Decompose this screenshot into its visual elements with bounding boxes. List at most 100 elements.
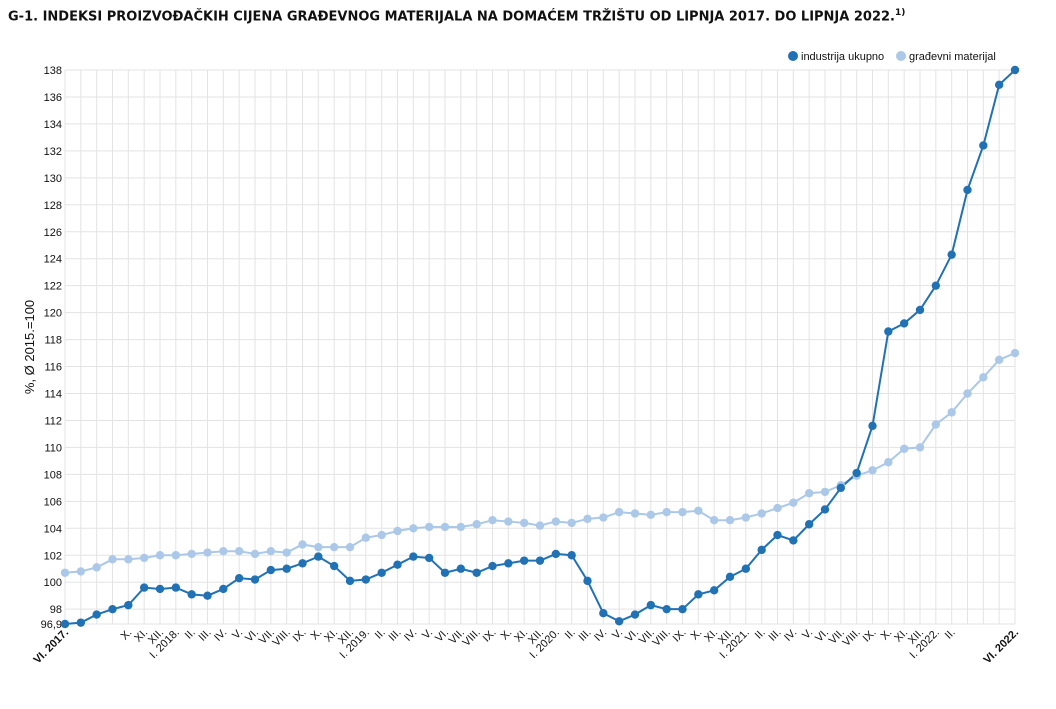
data-point: [314, 542, 323, 552]
data-point: [994, 355, 1004, 365]
data-point: [345, 576, 355, 586]
data-point: [868, 466, 877, 475]
data-point: [694, 506, 703, 515]
data-point: [678, 604, 687, 614]
data-point: [377, 530, 386, 540]
data-point: [361, 533, 371, 542]
y-tick-label: 98: [50, 604, 62, 616]
data-point: [250, 549, 260, 559]
data-point: [377, 568, 386, 577]
data-point: [709, 516, 719, 525]
data-point: [282, 564, 291, 573]
legend-label: građevni materijal: [909, 51, 996, 63]
y-tick-label: 96,9: [41, 619, 62, 631]
data-point: [329, 561, 339, 571]
y-tick-label: 124: [44, 254, 62, 266]
chart-title: G-1. INDEKSI PROIZVOĐAČKIH CIJENA GRAĐEV…: [8, 8, 906, 25]
data-point: [266, 547, 276, 556]
data-point: [662, 507, 671, 517]
data-point: [915, 443, 925, 452]
data-point: [203, 591, 212, 600]
series-points: [60, 65, 1020, 629]
x-tick-label: II.: [373, 627, 388, 642]
data-point: [599, 609, 608, 618]
data-point: [472, 568, 481, 577]
y-tick-label: 112: [44, 415, 62, 427]
data-point: [884, 327, 893, 336]
x-tick-label: V.: [610, 627, 625, 642]
data-point: [583, 514, 592, 524]
x-tick-label: IX.: [291, 627, 309, 645]
data-point: [994, 80, 1004, 90]
y-tick-label: 120: [44, 308, 62, 320]
y-tick-label: 118: [44, 335, 62, 347]
data-point: [60, 568, 70, 577]
y-tick-label: 110: [44, 442, 62, 454]
x-tick-label: IX.: [481, 627, 499, 645]
data-point: [915, 305, 925, 315]
data-point: [535, 521, 545, 530]
y-tick-label: 122: [44, 281, 62, 293]
data-point: [662, 604, 671, 614]
x-tick-label: V.: [230, 627, 245, 642]
x-tick-label: II.: [563, 627, 578, 642]
x-tick-label: IV.: [592, 627, 609, 644]
x-tick-label: X.: [499, 627, 515, 643]
y-tick-label: 138: [44, 65, 62, 77]
x-tick-label: VIII.: [840, 627, 862, 649]
data-point: [124, 555, 133, 564]
y-tick-label: 134: [44, 119, 62, 131]
x-tick-label: IV.: [782, 627, 799, 644]
data-point: [504, 559, 513, 568]
y-tick-label: 106: [44, 496, 62, 508]
data-point: [314, 552, 323, 561]
x-axis: VI. 2017. X.XI.XII.I. 2018. II.III.IV. V.VI…: [31, 627, 1021, 667]
data-point: [551, 549, 561, 559]
data-point: [551, 517, 561, 526]
data-point: [1010, 348, 1020, 358]
y-tick-label: 108: [44, 469, 62, 481]
y-tick-label: 114: [44, 389, 62, 401]
data-point: [820, 505, 830, 514]
data-point: [931, 420, 941, 429]
data-point: [124, 600, 133, 610]
data-point: [868, 421, 877, 431]
x-tick-label: VIII.: [270, 627, 292, 649]
data-point: [171, 551, 181, 560]
grid: [64, 69, 1016, 625]
data-point: [963, 389, 972, 398]
y-axis: 96,9 98 100 102 104 106 108 110 112 114 116 118 120 1…: [41, 65, 62, 631]
x-tick-label: II.: [943, 627, 958, 642]
data-point: [219, 584, 228, 594]
data-point: [345, 542, 355, 552]
y-tick-label: 116: [44, 362, 62, 374]
data-point: [440, 522, 450, 532]
y-tick-label: 102: [44, 550, 62, 562]
y-axis-label: %, Ø 2015.=100: [22, 300, 37, 394]
data-point: [76, 567, 86, 576]
data-point: [488, 561, 497, 571]
x-tick-label: X.: [879, 627, 895, 643]
legend-label: industrija ukupno: [801, 51, 884, 63]
legend[interactable]: industrija ukupno građevni materijal: [788, 51, 996, 63]
data-point: [1010, 65, 1020, 75]
data-point: [741, 564, 751, 573]
data-point: [979, 141, 988, 150]
x-tick-label: IX.: [861, 627, 879, 645]
data-point: [804, 489, 814, 498]
data-point: [76, 618, 86, 627]
data-point: [725, 572, 735, 582]
data-point: [709, 586, 719, 595]
data-point: [804, 520, 814, 529]
data-point: [852, 468, 861, 478]
data-point: [424, 553, 434, 563]
data-point: [630, 610, 640, 619]
data-point: [884, 458, 893, 467]
data-point: [393, 526, 402, 536]
y-tick-label: 128: [44, 200, 62, 212]
data-point: [820, 487, 830, 497]
data-point: [583, 576, 592, 586]
data-point: [203, 548, 212, 557]
data-point: [519, 518, 529, 528]
data-point: [92, 610, 101, 619]
